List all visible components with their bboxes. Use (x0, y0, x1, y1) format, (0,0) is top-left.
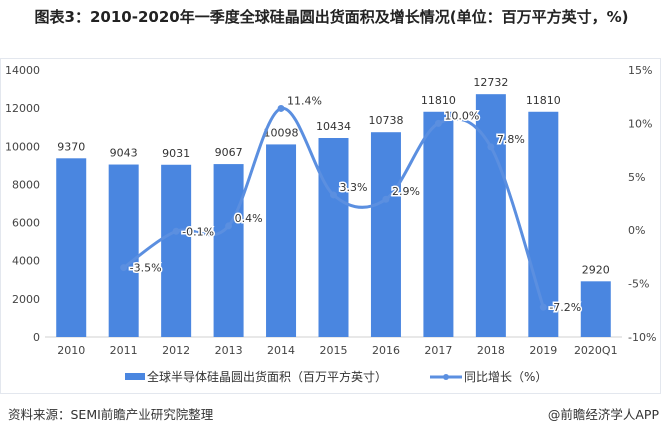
bar-value-label: 10434 (316, 120, 351, 133)
x-tick-label: 2019 (529, 344, 557, 357)
bar-value-label: 10098 (264, 126, 299, 139)
bar-value-label: 9370 (57, 140, 85, 153)
y-left-tick-label: 6000 (12, 217, 40, 230)
bar-value-label: 12732 (473, 76, 508, 89)
y-right-tick-label: -10% (628, 331, 656, 344)
growth-point (277, 104, 285, 112)
legend-bar-swatch (125, 373, 145, 380)
y-right-tick-label: 10% (628, 117, 652, 130)
legend-line-label: 同比增长（%） (464, 370, 547, 384)
x-tick-label: 2017 (424, 344, 452, 357)
growth-point (172, 227, 180, 235)
growth-value-label: 10.0% (444, 109, 479, 122)
y-left-tick-label: 0 (33, 331, 40, 344)
y-left-tick-label: 4000 (12, 255, 40, 268)
bar-value-label: 9031 (162, 147, 190, 160)
chart-title: 图表3：2010-2020年一季度全球硅晶圆出货面积及增长情况(单位：百万平方英… (34, 8, 629, 26)
growth-value-label: -3.5% (130, 262, 162, 275)
x-tick-label: 2016 (372, 344, 400, 357)
bar-value-label: 11810 (526, 94, 561, 107)
x-tick-label: 2012 (162, 344, 190, 357)
bar-value-label: 9067 (215, 146, 243, 159)
y-right-tick-label: 15% (628, 64, 652, 77)
y-left-tick-label: 14000 (5, 64, 40, 77)
growth-value-label: 3.3% (340, 181, 368, 194)
y-left-tick-label: 2000 (12, 293, 40, 306)
bar (580, 281, 611, 337)
x-tick-label: 2011 (110, 344, 138, 357)
y-right-tick-label: -5% (628, 278, 649, 291)
bar (108, 164, 139, 337)
growth-value-label: 2.9% (392, 185, 420, 198)
y-left-tick-label: 8000 (12, 178, 40, 191)
growth-value-label: 11.4% (287, 94, 322, 107)
bar-value-label: 10738 (368, 114, 403, 127)
chart-frame (0, 58, 661, 394)
bar (266, 144, 297, 337)
growth-point (487, 143, 495, 151)
bar (528, 111, 559, 338)
growth-value-label: 7.8% (497, 133, 525, 146)
credit-note: @前瞻经济学人APP (547, 407, 659, 422)
growth-point (330, 191, 337, 199)
bar (318, 138, 349, 337)
legend-bar-label: 全球半导体硅晶圆出货面积（百万平方英寸） (147, 369, 387, 384)
x-tick-label: 2020Q1 (574, 344, 618, 357)
bar (370, 132, 401, 337)
y-right-tick-label: 5% (628, 171, 645, 184)
x-tick-label: 2015 (320, 344, 348, 357)
growth-point (225, 222, 233, 230)
legend-line-marker (443, 374, 449, 380)
growth-point (434, 119, 442, 127)
x-tick-label: 2014 (267, 344, 295, 357)
bar (213, 164, 244, 337)
y-right-tick-label: 0% (628, 224, 645, 237)
growth-point (382, 195, 390, 203)
bar-value-label: 11810 (421, 94, 456, 107)
bar (56, 158, 87, 337)
x-tick-label: 2010 (57, 344, 85, 357)
growth-value-label: 0.4% (235, 212, 263, 225)
bar (161, 164, 192, 337)
growth-point (120, 264, 128, 272)
x-tick-label: 2018 (477, 344, 505, 357)
bar-value-label: 2920 (582, 263, 610, 276)
growth-value-label: -7.2% (549, 301, 581, 314)
growth-value-label: -0.1% (182, 225, 214, 238)
y-left-tick-label: 10000 (5, 140, 40, 153)
x-tick-label: 2013 (215, 344, 243, 357)
bar-value-label: 9043 (110, 147, 138, 160)
growth-point (539, 303, 547, 311)
bar (423, 111, 454, 338)
source-note: 资料来源：SEMI前瞻产业研究院整理 (8, 407, 214, 422)
y-left-tick-label: 12000 (5, 102, 40, 115)
